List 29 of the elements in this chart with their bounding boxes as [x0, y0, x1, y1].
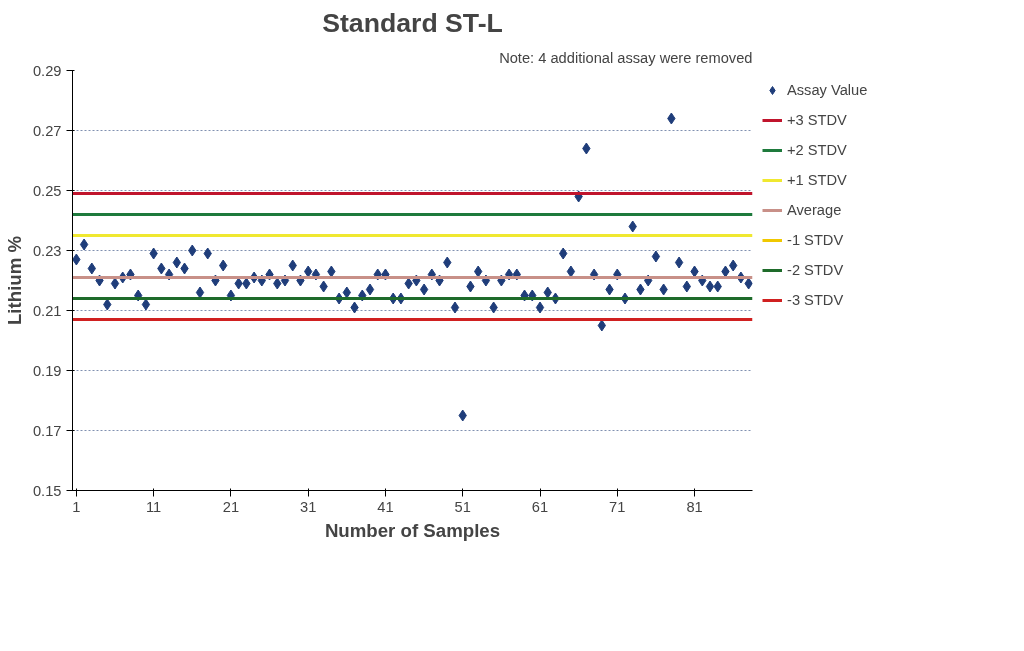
- x-tick-label: 31: [300, 498, 317, 515]
- text: Note: 4 additional assay were removed: [499, 49, 753, 66]
- x-tick-label: 81: [686, 498, 703, 515]
- x-tick-label: 41: [377, 498, 394, 515]
- legend-label: Assay Value: [787, 82, 868, 98]
- y-tick-label: 0.27: [32, 122, 62, 139]
- y-tick-label: 0.15: [32, 482, 62, 499]
- y-tick-label: 0.19: [32, 362, 62, 379]
- legend-label: -3 STDV: [787, 292, 844, 308]
- x-tick-label: 51: [454, 498, 471, 515]
- legend-label: +2 STDV: [787, 142, 847, 158]
- y-axis-title: Lithium %: [3, 235, 25, 326]
- x-tick-label: 61: [531, 498, 549, 515]
- x-tick-label: 11: [146, 498, 162, 515]
- x-axis-title: Number of Samples: [324, 519, 501, 541]
- text: -1 STDV: [787, 232, 844, 248]
- y-tick-label: 0.29: [32, 62, 62, 79]
- legend-label: +1 STDV: [787, 172, 847, 188]
- x-tick-label: 71: [609, 498, 626, 515]
- y-tick-label: 0.25: [32, 182, 62, 199]
- x-tick-label: 1: [72, 498, 81, 515]
- chart-title: Standard ST-L: [322, 7, 503, 38]
- legend-label: -2 STDV: [787, 262, 844, 278]
- legend-label: Average: [787, 202, 842, 218]
- y-tick-label: 0.17: [32, 422, 62, 439]
- legend-label: +3 STDV: [787, 112, 847, 128]
- y-tick-label: 0.21: [32, 302, 62, 319]
- x-tick-label: 21: [222, 498, 240, 515]
- y-tick-label: 0.23: [32, 242, 62, 259]
